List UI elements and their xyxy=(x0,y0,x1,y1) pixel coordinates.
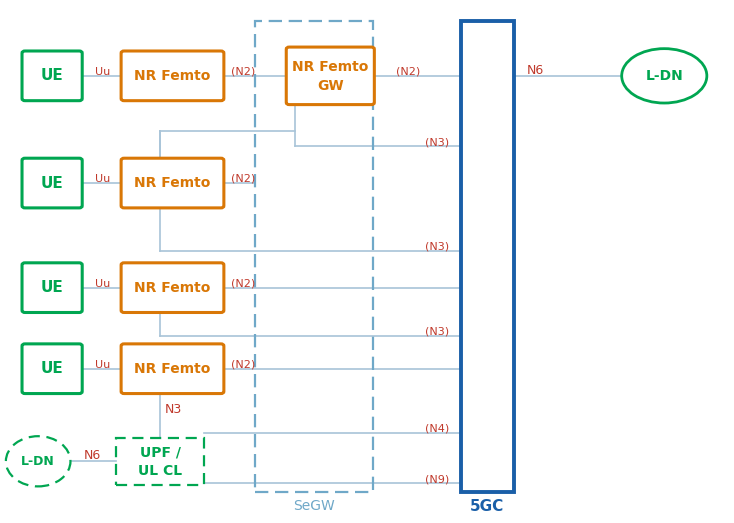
Text: (N2): (N2) xyxy=(230,174,255,184)
FancyBboxPatch shape xyxy=(121,158,224,208)
Text: (N9): (N9) xyxy=(424,474,449,484)
Text: Uu: Uu xyxy=(95,67,110,77)
FancyBboxPatch shape xyxy=(121,263,224,312)
Text: GW: GW xyxy=(317,79,344,93)
Text: UE: UE xyxy=(41,176,63,190)
Text: NR Femto: NR Femto xyxy=(134,362,211,376)
Text: UL CL: UL CL xyxy=(138,464,182,477)
FancyBboxPatch shape xyxy=(22,51,82,100)
Text: UE: UE xyxy=(41,280,63,295)
Text: (N2): (N2) xyxy=(230,278,255,289)
Text: UE: UE xyxy=(41,361,63,376)
Text: UPF /: UPF / xyxy=(139,446,181,460)
Text: 5GC: 5GC xyxy=(470,499,504,514)
Text: L-DN: L-DN xyxy=(21,455,55,468)
FancyBboxPatch shape xyxy=(121,344,224,394)
FancyBboxPatch shape xyxy=(22,344,82,394)
Text: Uu: Uu xyxy=(95,174,110,185)
FancyBboxPatch shape xyxy=(22,263,82,312)
Bar xyxy=(255,21,373,492)
Text: L-DN: L-DN xyxy=(645,69,683,83)
Text: N6: N6 xyxy=(84,449,101,461)
FancyBboxPatch shape xyxy=(121,51,224,100)
Text: (N3): (N3) xyxy=(425,326,448,337)
Text: NR Femto: NR Femto xyxy=(134,281,211,294)
Ellipse shape xyxy=(622,49,707,103)
Text: (N2): (N2) xyxy=(396,66,421,77)
Text: Uu: Uu xyxy=(95,279,110,289)
Text: SeGW: SeGW xyxy=(294,499,335,513)
Text: (N2): (N2) xyxy=(230,359,255,370)
Ellipse shape xyxy=(6,436,70,486)
Text: NR Femto: NR Femto xyxy=(134,176,211,190)
Text: UE: UE xyxy=(41,69,63,83)
Text: N3: N3 xyxy=(164,403,182,416)
Text: N6: N6 xyxy=(527,64,545,77)
Text: (N4): (N4) xyxy=(424,423,449,434)
Text: (N3): (N3) xyxy=(425,242,448,252)
Bar xyxy=(461,21,514,492)
FancyBboxPatch shape xyxy=(286,47,374,105)
Text: Uu: Uu xyxy=(95,360,110,370)
FancyBboxPatch shape xyxy=(22,158,82,208)
Text: (N2): (N2) xyxy=(230,66,255,77)
Text: NR Femto: NR Femto xyxy=(292,61,368,74)
Text: (N3): (N3) xyxy=(425,137,448,147)
Bar xyxy=(116,438,204,485)
Text: NR Femto: NR Femto xyxy=(134,69,211,83)
